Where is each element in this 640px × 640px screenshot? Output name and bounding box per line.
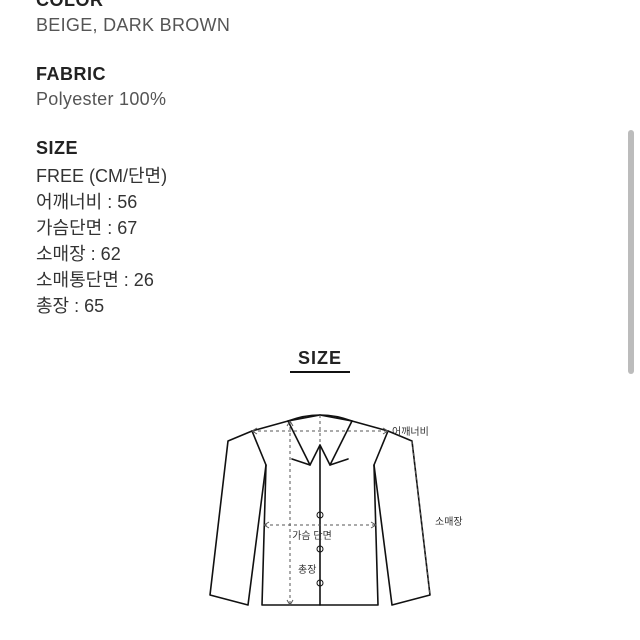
diagram-title: SIZE bbox=[290, 348, 350, 373]
diagram-label-shoulder: 어깨너비 bbox=[392, 426, 429, 438]
size-measure-row: 총장 : 65 bbox=[36, 293, 604, 319]
fabric-section: FABRIC Polyester 100% bbox=[36, 64, 604, 110]
size-measure-row: 가슴단면 : 67 bbox=[36, 215, 604, 241]
diagram-label-sleeve: 소매장 bbox=[435, 516, 463, 528]
color-title: COLOR bbox=[36, 0, 604, 11]
size-measure-row: 소매통단면 : 26 bbox=[36, 267, 604, 293]
diagram-label-length: 총장 bbox=[298, 564, 316, 576]
scrollbar-thumb[interactable] bbox=[628, 130, 634, 374]
size-diagram-wrap: SIZE bbox=[36, 348, 604, 615]
size-measures-list: 어깨너비 : 56가슴단면 : 67소매장 : 62소매통단면 : 26총장 :… bbox=[36, 189, 604, 319]
size-unit-line: FREE (CM/단면) bbox=[36, 163, 604, 189]
diagram-label-chest: 가슴 단면 bbox=[292, 530, 332, 542]
size-measure-row: 소매장 : 62 bbox=[36, 241, 604, 267]
color-value: BEIGE, DARK BROWN bbox=[36, 15, 604, 36]
size-section: SIZE FREE (CM/단면) 어깨너비 : 56가슴단면 : 67소매장 … bbox=[36, 138, 604, 320]
size-measure-row: 어깨너비 : 56 bbox=[36, 189, 604, 215]
size-title: SIZE bbox=[36, 138, 604, 159]
color-section: COLOR BEIGE, DARK BROWN bbox=[36, 0, 604, 36]
fabric-title: FABRIC bbox=[36, 64, 604, 85]
product-spec-content: COLOR BEIGE, DARK BROWN FABRIC Polyester… bbox=[0, 0, 640, 615]
fabric-value: Polyester 100% bbox=[36, 89, 604, 110]
jacket-diagram: 어깨너비 가슴 단면 소매장 총장 bbox=[170, 395, 470, 615]
